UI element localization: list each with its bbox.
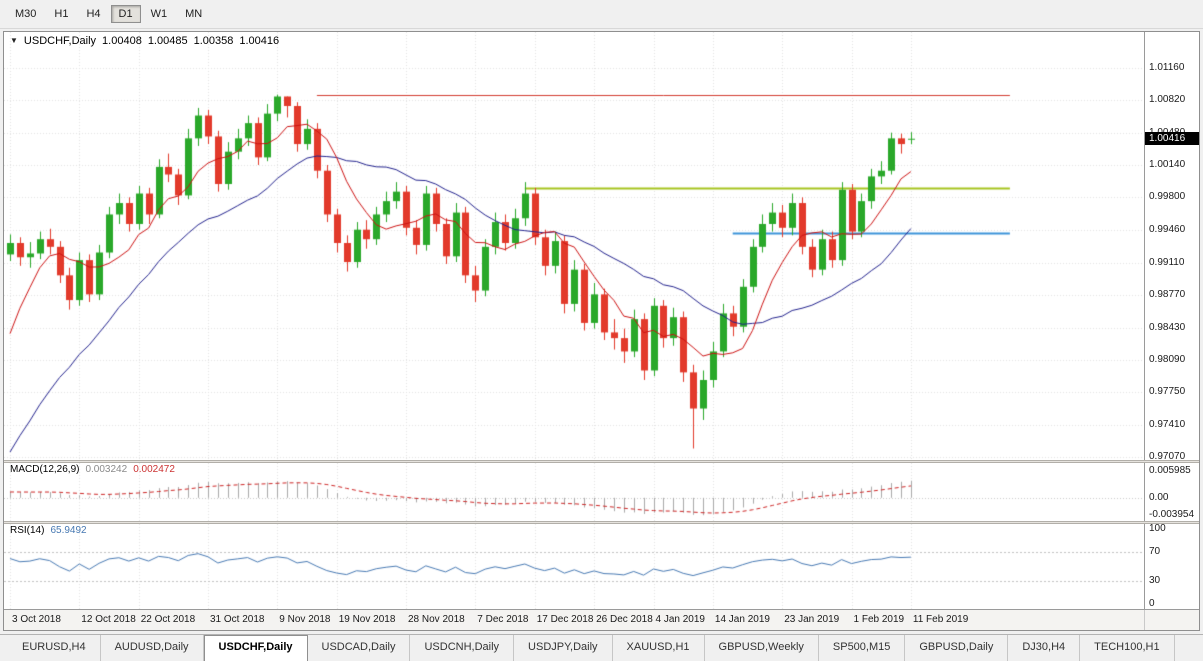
date-axis-label: 1 Feb 2019 [853, 614, 905, 625]
rsi-label: RSI(14) 65.9492 [10, 525, 87, 536]
timeframe-toolbar: M30 H1 H4 D1 W1 MN [0, 0, 1203, 29]
date-axis-label: 31 Oct 2018 [210, 614, 265, 625]
scale-tick-label: 0.99460 [1149, 223, 1186, 235]
date-axis-label: 9 Nov 2018 [279, 614, 331, 625]
rsi-pane: RSI(14) 65.9492 100 70 30 0 [4, 524, 1199, 609]
scale-tick-label: 0.97750 [1149, 386, 1186, 398]
axis-corner [1144, 610, 1199, 630]
macd-scale[interactable]: 0.005985 0.00 -0.003954 [1144, 463, 1199, 521]
chart-tab-audusd-daily[interactable]: AUDUSD,Daily [101, 635, 204, 661]
ohlc-close: 1.00416 [239, 35, 280, 47]
scale-tick-label: 0.98430 [1149, 321, 1186, 333]
rsi-canvas[interactable] [4, 524, 1144, 609]
pane-separator[interactable] [4, 521, 1199, 524]
chart-tab-dj30-h4[interactable]: DJ30,H4 [1008, 635, 1081, 661]
date-axis-label: 22 Oct 2018 [140, 614, 196, 625]
scale-tick-label: 70 [1149, 545, 1161, 557]
scale-tick-label: 0.98090 [1149, 354, 1186, 366]
scale-tick-label: 1.01160 [1149, 61, 1185, 73]
chart-window: ▼ USDCHF,Daily 1.00408 1.00485 1.00358 1… [3, 31, 1200, 631]
ohlc-low: 1.00358 [193, 35, 234, 47]
date-axis-label: 17 Dec 2018 [536, 614, 594, 625]
timeframe-button-m30[interactable]: M30 [15, 8, 37, 20]
macd-canvas[interactable] [4, 463, 1144, 521]
chart-tab-usdjpy-daily[interactable]: USDJPY,Daily [514, 635, 613, 661]
scale-tick-label: 0.98770 [1149, 289, 1186, 301]
chart-tab-usdcad-daily[interactable]: USDCAD,Daily [308, 635, 411, 661]
date-axis-label: 11 Feb 2019 [912, 614, 969, 625]
date-axis-label: 12 Oct 2018 [81, 614, 136, 625]
date-axis-label: 28 Nov 2018 [408, 614, 465, 625]
ohlc-open: 1.00408 [102, 35, 142, 47]
price-scale[interactable]: 1.00416 1.011601.008201.004801.001400.99… [1144, 32, 1199, 460]
chart-tab-tech100-h1[interactable]: TECH100,H1 [1080, 635, 1175, 661]
chart-tab-bar: EURUSD,H4 AUDUSD,Daily USDCHF,Daily USDCAD,… [0, 634, 1203, 661]
macd-value: 0.003242 [85, 464, 128, 475]
macd-signal-value: 0.002472 [133, 464, 175, 475]
current-price-badge: 1.00416 [1145, 131, 1199, 145]
chart-tab-sp500-m15[interactable]: SP500,M15 [819, 635, 906, 661]
scale-tick-label: 0.99110 [1149, 256, 1185, 268]
date-axis-label: 19 Nov 2018 [338, 614, 396, 625]
scale-tick-label: 1.00820 [1149, 94, 1186, 106]
date-axis-label: 7 Dec 2018 [477, 614, 529, 625]
chart-tab-gbpusd-weekly[interactable]: GBPUSD,Weekly [705, 635, 819, 661]
timeframe-button-h1[interactable]: H1 [54, 8, 69, 20]
date-axis-label: 4 Jan 2019 [655, 614, 706, 625]
timeframe-button-w1[interactable]: W1 [150, 8, 168, 20]
scale-tick-label: 0.97070 [1149, 451, 1186, 460]
scale-tick-label: 0.97410 [1149, 418, 1186, 430]
date-axis-label: 26 Dec 2018 [596, 614, 653, 625]
scale-tick-label: 0.99800 [1149, 191, 1186, 203]
price-chart-canvas[interactable] [4, 32, 1144, 460]
date-axis-label: 23 Jan 2019 [784, 614, 840, 625]
chart-tab-usdcnh-daily[interactable]: USDCNH,Daily [410, 635, 515, 661]
macd-label: MACD(12,26,9) 0.003242 0.002472 [10, 464, 175, 475]
scale-tick-label: 1.00140 [1149, 158, 1186, 170]
chart-tab-usdchf-daily[interactable]: USDCHF,Daily [203, 635, 308, 661]
scale-tick-label: 0.00 [1149, 491, 1169, 503]
main-chart-pane: ▼ USDCHF,Daily 1.00408 1.00485 1.00358 1… [4, 32, 1199, 460]
scale-tick-label: 0 [1149, 597, 1155, 609]
time-axis[interactable]: 3 Oct 2018 12 Oct 2018 22 Oct 2018 31 Oct 2… [4, 609, 1199, 630]
chart-symbol-dropdown-icon[interactable]: ▼ [10, 36, 18, 45]
ohlc-high: 1.00485 [147, 35, 188, 47]
chart-title: ▼ USDCHF,Daily 1.00408 1.00485 1.00358 1… [10, 35, 279, 47]
scale-tick-label: 0.005985 [1149, 465, 1191, 477]
timeframe-button-d1[interactable]: D1 [110, 5, 141, 23]
chart-tab-xauusd-h1[interactable]: XAUUSD,H1 [613, 635, 705, 661]
scale-tick-label: 100 [1149, 524, 1166, 535]
rsi-scale[interactable]: 100 70 30 0 [1144, 524, 1199, 609]
date-axis-label: 3 Oct 2018 [12, 614, 61, 625]
rsi-value: 65.9492 [50, 525, 87, 536]
chart-symbol-period: USDCHF,Daily [23, 35, 97, 47]
timeframe-button-mn[interactable]: MN [185, 8, 203, 20]
scale-tick-label: -0.003954 [1149, 509, 1195, 521]
date-axis-label: 14 Jan 2019 [714, 614, 770, 625]
chart-tab-gbpusd-daily[interactable]: GBPUSD,Daily [905, 635, 1009, 661]
macd-pane: MACD(12,26,9) 0.003242 0.002472 0.005985… [4, 463, 1199, 521]
rsi-name: RSI(14) [10, 525, 45, 536]
timeframe-button-h4[interactable]: H4 [86, 8, 101, 20]
macd-name: MACD(12,26,9) [10, 464, 80, 475]
pane-separator[interactable] [4, 460, 1199, 463]
scale-tick-label: 30 [1149, 575, 1161, 587]
chart-tab-eurusd-h4[interactable]: EURUSD,H4 [8, 635, 101, 661]
